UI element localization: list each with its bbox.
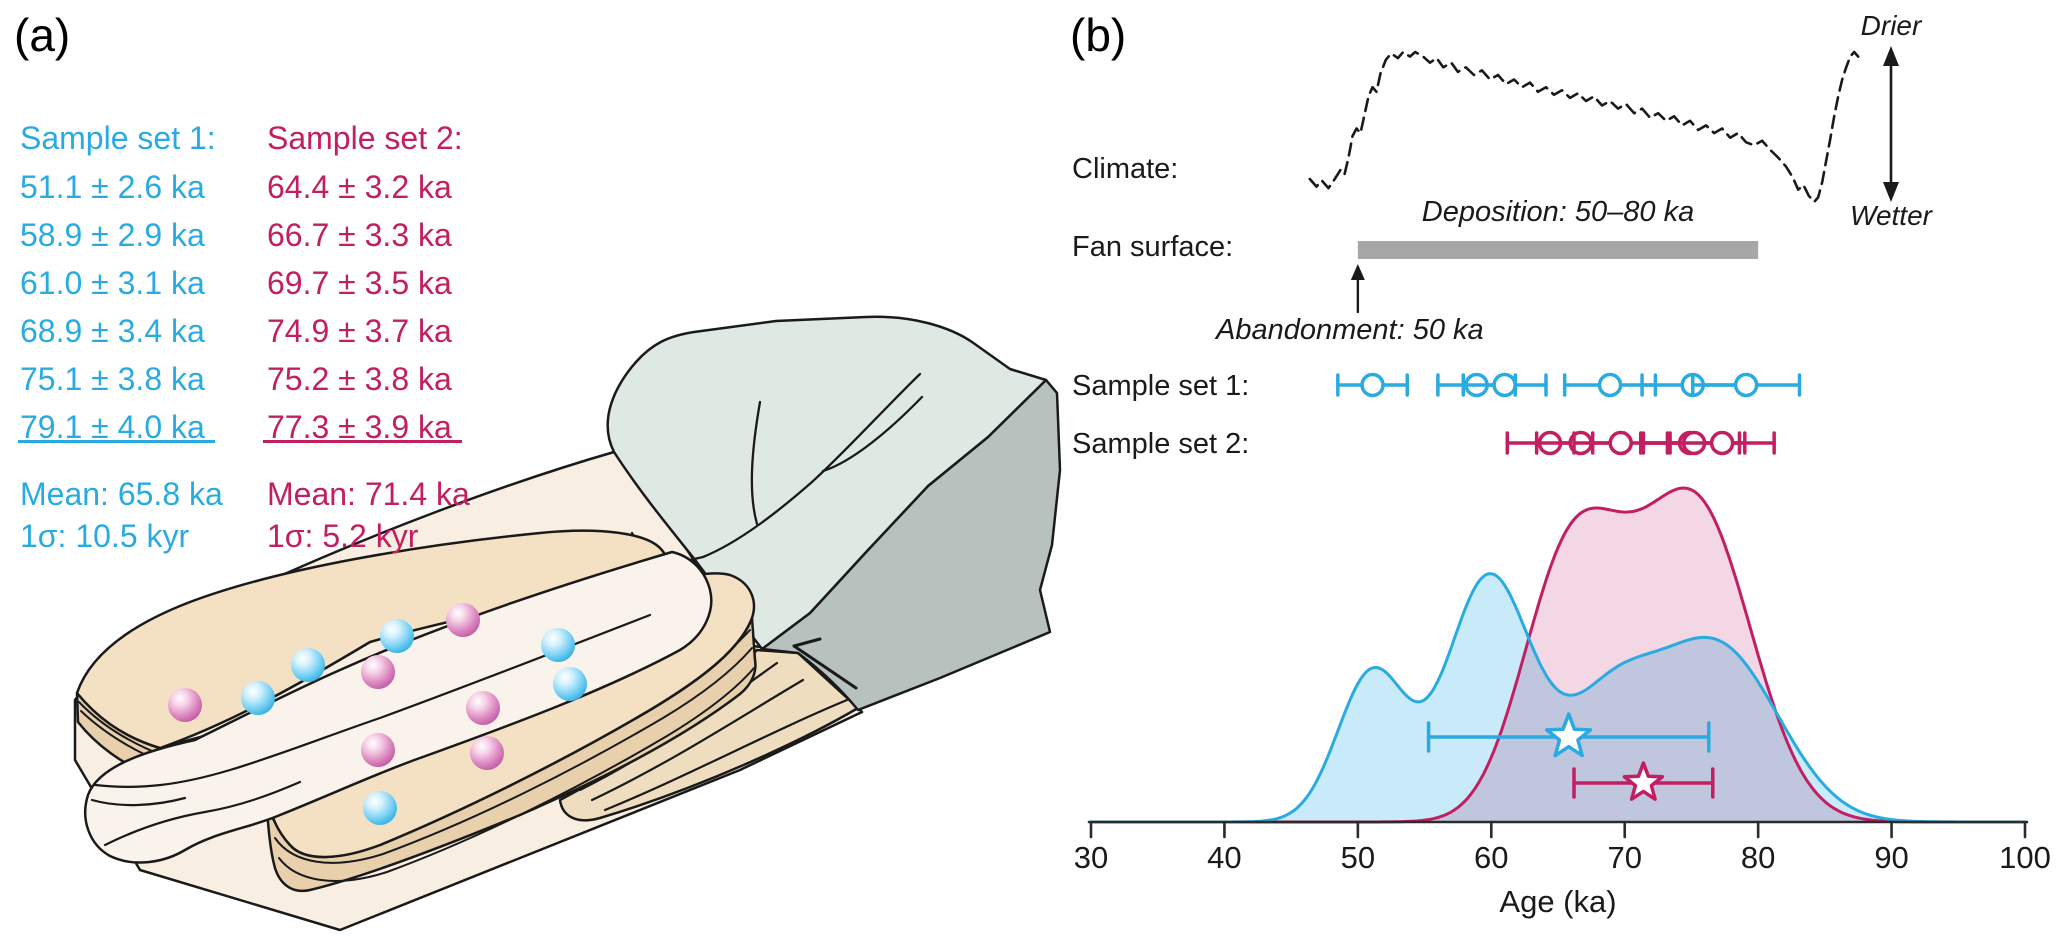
climate-curve <box>1308 50 1860 204</box>
row-label-climate: Climate: <box>1072 153 1179 185</box>
mean-star-set1 <box>1426 712 1711 758</box>
sample-set-2-item-5: 77.3 ± 3.9 ka <box>267 409 452 445</box>
abandonment-annotation: Abandonment: 50 ka <box>1216 314 1484 346</box>
sample-markers-set2-sample-5 <box>1668 430 1776 456</box>
sample-markers-set1-sample-3 <box>1562 372 1658 398</box>
mean-star-set2 <box>1572 761 1715 801</box>
x-axis-tick-70: 70 <box>1607 840 1642 875</box>
x-axis-tick-50: 50 <box>1340 840 1376 875</box>
kde-fill-set2 <box>1091 488 2025 822</box>
sample-set-1-mean: Mean: 65.8 ka <box>20 476 223 512</box>
sample-set-2-item-1: 66.7 ± 3.3 ka <box>267 217 452 253</box>
kde-fill-set1 <box>1091 573 2025 822</box>
sample-sphere-set2-0 <box>168 688 202 722</box>
sample-sphere-set2-10 <box>361 733 395 767</box>
sample-set-1-item-4: 75.1 ± 3.8 ka <box>20 361 205 397</box>
sample-set-1-item-0: 51.1 ± 2.6 ka <box>20 169 205 205</box>
panel-b-label: (b) <box>1070 9 1127 61</box>
sample-sphere-set2-8 <box>466 691 500 725</box>
sample-markers-set2 <box>1505 430 1776 456</box>
row-label-sample-set-2: Sample set 2: <box>1072 428 1250 460</box>
sample-sphere-set1-6 <box>541 628 575 662</box>
sample-sphere-set1-3 <box>380 619 414 653</box>
mountain-catchment-face <box>606 315 1048 651</box>
sample-set-2-item-3: 74.9 ± 3.7 ka <box>267 313 452 349</box>
sample-set-2-sigma: 1σ: 5.2 kyr <box>267 518 419 554</box>
sample-set-2-divider <box>263 440 462 443</box>
x-axis-tick-40: 40 <box>1207 840 1242 875</box>
sample-markers-set1-sample-5 <box>1691 372 1802 398</box>
x-axis-tick-100: 100 <box>1999 840 2051 875</box>
sample-set-1-divider <box>18 440 215 443</box>
x-axis <box>1087 820 2029 839</box>
panel-a-label: (a) <box>14 9 71 61</box>
age-chart <box>1087 46 2029 839</box>
sample-sphere-set2-5 <box>446 603 480 637</box>
x-axis-tick-30: 30 <box>1073 840 1109 875</box>
sample-set-1-item-1: 58.9 ± 2.9 ka <box>20 217 205 253</box>
sample-markers-set1-sample-0 <box>1336 372 1409 398</box>
sample-set-2-item-2: 69.7 ± 3.5 ka <box>267 265 452 301</box>
sample-set-1-item-3: 68.9 ± 3.4 ka <box>20 313 205 349</box>
fault-slip-half-arrow-icon <box>792 637 858 690</box>
sample-markers-set1-sample-2 <box>1461 372 1548 398</box>
deposition-annotation: Deposition: 50–80 ka <box>1421 196 1695 228</box>
sample-sphere-set1-11 <box>363 791 397 825</box>
drier-wetter-arrow-icon <box>1883 46 1899 202</box>
sample-set-1-sigma: 1σ: 10.5 kyr <box>20 518 190 554</box>
mountain-front <box>596 315 1062 712</box>
fan-block-diagram <box>73 315 1062 932</box>
sample-sphere-set1-1 <box>241 681 275 715</box>
sample-sphere-set1-2 <box>291 648 325 682</box>
sample-set-2-item-4: 75.2 ± 3.8 ka <box>267 361 452 397</box>
row-label-sample-set-1: Sample set 1: <box>1072 370 1250 402</box>
x-axis-tick-90: 90 <box>1874 840 1909 875</box>
sample-set-2-header: Sample set 2: <box>267 120 463 156</box>
sample-set-2-mean: Mean: 71.4 ka <box>267 476 470 512</box>
sample-set-2-item-0: 64.4 ± 3.2 ka <box>267 169 452 205</box>
mean-star-set1-star-icon <box>1545 712 1593 758</box>
sample-sphere-set2-4 <box>361 655 395 689</box>
kde-fills <box>1091 488 2025 822</box>
mean-star-set2-star-icon <box>1622 761 1665 801</box>
deposition-bar <box>1357 241 1759 259</box>
sample-markers-set1 <box>1336 372 1802 398</box>
sample-spheres <box>168 603 587 825</box>
drier-label: Drier <box>1860 10 1922 41</box>
sample-sphere-set1-7 <box>553 667 587 701</box>
sample-set-1-header: Sample set 1: <box>20 120 216 156</box>
sample-sphere-set2-9 <box>470 736 504 770</box>
sample-set-1-list: 51.1 ± 2.6 ka 58.9 ± 2.9 ka 61.0 ± 3.1 ka 6… <box>20 163 205 451</box>
wetter-label: Wetter <box>1850 200 1932 231</box>
abandonment-arrow-icon <box>1350 264 1365 314</box>
row-label-fan-surface: Fan surface: <box>1072 231 1234 263</box>
x-axis-title: Age (ka) <box>1499 884 1617 919</box>
x-axis-tick-60: 60 <box>1474 840 1509 875</box>
x-axis-tick-80: 80 <box>1740 840 1776 875</box>
sample-set-2-list: 64.4 ± 3.2 ka 66.7 ± 3.3 ka 69.7 ± 3.5 ka 7… <box>267 163 452 451</box>
sample-set-1-item-5: 79.1 ± 4.0 ka <box>20 409 205 445</box>
sample-set-1-item-2: 61.0 ± 3.1 ka <box>20 265 205 301</box>
